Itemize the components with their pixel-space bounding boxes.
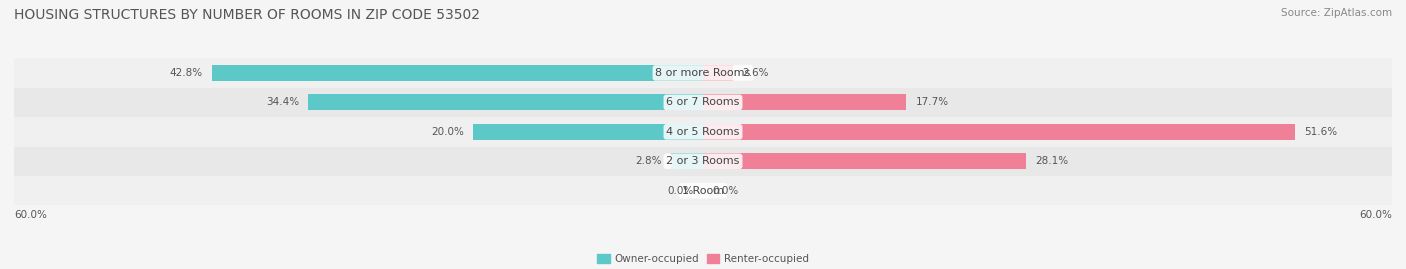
Bar: [703, 124, 1295, 140]
Text: 1 Room: 1 Room: [682, 186, 724, 196]
Text: 17.7%: 17.7%: [915, 97, 949, 107]
Text: 0.0%: 0.0%: [668, 186, 693, 196]
Text: 28.1%: 28.1%: [1035, 156, 1069, 166]
Bar: [14, 176, 1392, 206]
Bar: [671, 153, 703, 169]
Text: 42.8%: 42.8%: [169, 68, 202, 78]
Legend: Owner-occupied, Renter-occupied: Owner-occupied, Renter-occupied: [598, 254, 808, 264]
Text: 2.6%: 2.6%: [742, 68, 769, 78]
Text: 8 or more Rooms: 8 or more Rooms: [655, 68, 751, 78]
Bar: [14, 117, 1392, 147]
Text: 6 or 7 Rooms: 6 or 7 Rooms: [666, 97, 740, 107]
Text: 4 or 5 Rooms: 4 or 5 Rooms: [666, 127, 740, 137]
Bar: [703, 153, 1025, 169]
Bar: [308, 94, 703, 111]
Text: Source: ZipAtlas.com: Source: ZipAtlas.com: [1281, 8, 1392, 18]
Bar: [474, 124, 703, 140]
Bar: [14, 147, 1392, 176]
Bar: [703, 94, 907, 111]
Text: 20.0%: 20.0%: [432, 127, 464, 137]
Bar: [14, 58, 1392, 88]
Text: 51.6%: 51.6%: [1305, 127, 1337, 137]
Text: 60.0%: 60.0%: [1360, 210, 1392, 220]
Text: HOUSING STRUCTURES BY NUMBER OF ROOMS IN ZIP CODE 53502: HOUSING STRUCTURES BY NUMBER OF ROOMS IN…: [14, 8, 479, 22]
Bar: [211, 65, 703, 81]
Text: 60.0%: 60.0%: [14, 210, 46, 220]
Text: 2 or 3 Rooms: 2 or 3 Rooms: [666, 156, 740, 166]
Bar: [14, 88, 1392, 117]
Text: 0.0%: 0.0%: [713, 186, 738, 196]
Bar: [703, 65, 733, 81]
Text: 2.8%: 2.8%: [636, 156, 662, 166]
Text: 34.4%: 34.4%: [266, 97, 299, 107]
